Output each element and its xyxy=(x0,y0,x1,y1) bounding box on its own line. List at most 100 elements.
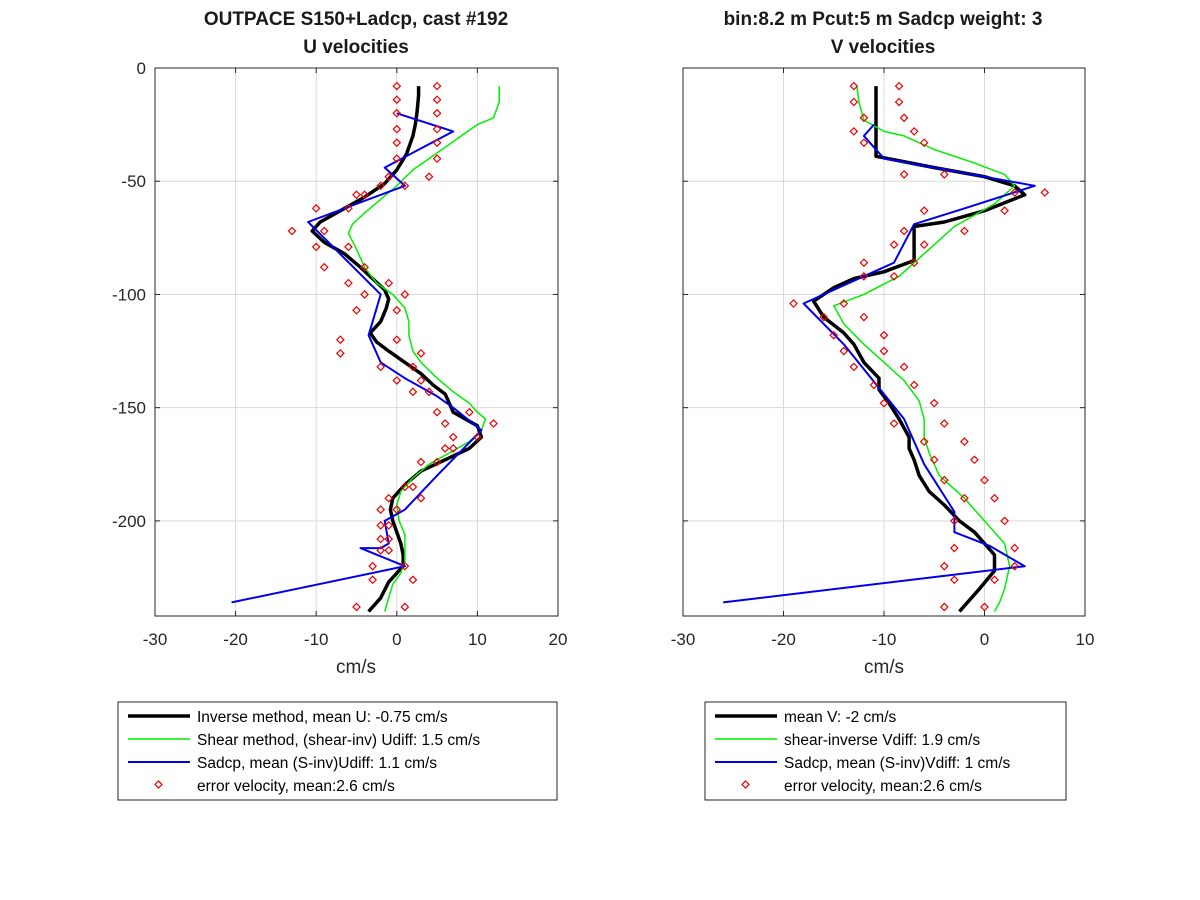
v-error-velocity-marker xyxy=(894,81,904,91)
u-error-velocity-marker xyxy=(319,262,329,272)
v-error-velocity-marker xyxy=(879,346,889,356)
v-legend-label-sadcp: Sadcp, mean (S-inv)Vdiff: 1 cm/s xyxy=(784,755,1011,772)
u-error-velocity-marker xyxy=(384,172,394,182)
v-error-velocity-marker xyxy=(909,258,919,268)
u-error-velocity-marker xyxy=(392,154,402,163)
v-title-line2: V velocities xyxy=(831,37,936,58)
u-error-velocity-marker xyxy=(376,545,386,555)
v-legend-swatch-error xyxy=(741,780,750,789)
v-xtick-label: 0 xyxy=(980,630,989,649)
u-error-velocity-marker xyxy=(416,493,426,503)
u-title-line1: OUTPACE S150+Ladcp, cast #192 xyxy=(204,9,508,30)
u-error-velocity-marker xyxy=(352,190,361,200)
u-xtick-label: 20 xyxy=(549,630,568,649)
u-error-velocity-marker xyxy=(400,561,410,571)
u-error-velocity-marker xyxy=(432,108,442,118)
u-error-velocity-marker xyxy=(448,444,458,453)
v-error-velocity-marker xyxy=(859,312,869,322)
u-velocity-panel: OUTPACE S150+Ladcp, cast #192 U velociti… xyxy=(112,9,567,801)
u-error-velocity-marker xyxy=(432,81,442,91)
u-error-velocity-marker xyxy=(416,348,426,358)
v-error-velocity-marker xyxy=(939,170,949,179)
v-error-velocity-marker xyxy=(939,419,949,428)
v-error-velocity-marker xyxy=(929,455,939,465)
u-error-velocity-marker xyxy=(376,505,386,514)
v-error-velocity-marker xyxy=(879,398,889,408)
v-legend-box xyxy=(704,701,1067,801)
u-error-velocity-marker xyxy=(352,602,361,612)
u-error-velocity-marker xyxy=(376,534,386,544)
v-error-velocity-markers xyxy=(789,81,1050,612)
u-error-velocity-marker xyxy=(335,348,345,358)
u-ticks: -30 -20 -10 0 10 200-50-100-150-200 xyxy=(112,59,567,649)
v-error-velocity-marker xyxy=(960,493,969,503)
v-legend-label-error: error velocity, mean:2.6 cm/s xyxy=(784,778,982,795)
v-shear-line xyxy=(833,86,1016,612)
v-error-velocity-marker xyxy=(949,543,959,553)
u-error-velocity-marker xyxy=(384,493,394,503)
v-error-velocity-marker xyxy=(859,113,869,123)
v-error-velocity-marker xyxy=(949,516,959,526)
u-plot-area xyxy=(231,81,500,613)
u-legend-box xyxy=(117,701,558,801)
u-legend-label-error: error velocity, mean:2.6 cm/s xyxy=(197,778,395,795)
u-error-velocity-marker xyxy=(400,482,410,492)
u-error-velocity-marker xyxy=(311,242,321,252)
v-error-velocity-marker xyxy=(919,206,929,216)
v-error-velocity-marker xyxy=(1010,543,1020,553)
v-error-velocity-marker xyxy=(949,575,959,585)
v-error-velocity-marker xyxy=(970,455,979,465)
v-sadcp-line xyxy=(723,123,1036,604)
v-xlabel: cm/s xyxy=(864,657,904,678)
v-error-velocity-marker xyxy=(859,271,869,281)
u-error-velocity-marker xyxy=(440,444,450,453)
u-error-velocity-marker xyxy=(408,362,418,372)
v-error-velocity-marker xyxy=(894,97,904,107)
u-error-velocity-marker xyxy=(392,138,402,148)
v-error-velocity-marker xyxy=(990,493,999,503)
u-error-velocity-marker xyxy=(344,278,353,288)
v-error-velocity-marker xyxy=(1010,561,1020,571)
u-legend: Inverse method, mean U: -0.75 cm/s Shear… xyxy=(117,701,558,801)
v-error-velocity-marker xyxy=(789,299,798,308)
v-legend-label-inverse: mean V: -2 cm/s xyxy=(784,709,897,726)
v-error-velocity-marker xyxy=(919,437,929,447)
u-error-velocity-marker xyxy=(473,432,482,442)
u-error-velocity-marker xyxy=(352,305,361,315)
v-error-velocity-marker xyxy=(849,362,859,372)
u-error-velocity-marker xyxy=(432,407,442,417)
u-error-velocity-marker xyxy=(376,181,386,191)
v-error-velocity-marker xyxy=(879,330,889,340)
u-error-velocity-marker xyxy=(432,138,442,148)
u-error-velocity-marker xyxy=(344,204,353,213)
u-error-velocity-marker xyxy=(400,290,410,299)
u-error-velocity-marker xyxy=(392,108,402,118)
u-ytick-label: -150 xyxy=(112,399,146,418)
u-error-velocity-marker xyxy=(408,575,418,585)
u-error-velocity-marker xyxy=(424,387,434,397)
v-error-velocity-marker xyxy=(899,113,909,123)
v-error-velocity-marker xyxy=(919,138,929,148)
u-xtick-label: 10 xyxy=(468,630,487,649)
v-error-velocity-marker xyxy=(939,475,949,485)
u-error-velocity-marker xyxy=(400,181,410,191)
u-error-velocity-marker xyxy=(360,262,369,272)
u-error-velocity-marker xyxy=(489,419,498,428)
u-error-velocity-marker xyxy=(400,602,410,612)
u-error-velocity-marker xyxy=(392,305,402,315)
v-error-velocity-marker xyxy=(819,312,829,322)
v-error-velocity-marker xyxy=(839,346,849,356)
v-legend: mean V: -2 cm/s shear-inverse Vdiff: 1.9… xyxy=(704,701,1067,801)
u-error-velocity-marker xyxy=(360,290,369,299)
u-xlabel: cm/s xyxy=(336,657,376,678)
u-xtick-label: -10 xyxy=(304,630,329,649)
v-error-velocity-marker xyxy=(859,258,869,268)
u-inverse-line xyxy=(310,86,484,613)
u-error-velocity-marker xyxy=(384,278,394,288)
v-error-velocity-marker xyxy=(849,81,859,91)
u-error-velocity-marker xyxy=(432,124,442,134)
u-error-velocity-marker xyxy=(424,172,434,182)
u-error-velocity-marker xyxy=(432,154,442,163)
v-error-velocity-marker xyxy=(980,475,989,485)
